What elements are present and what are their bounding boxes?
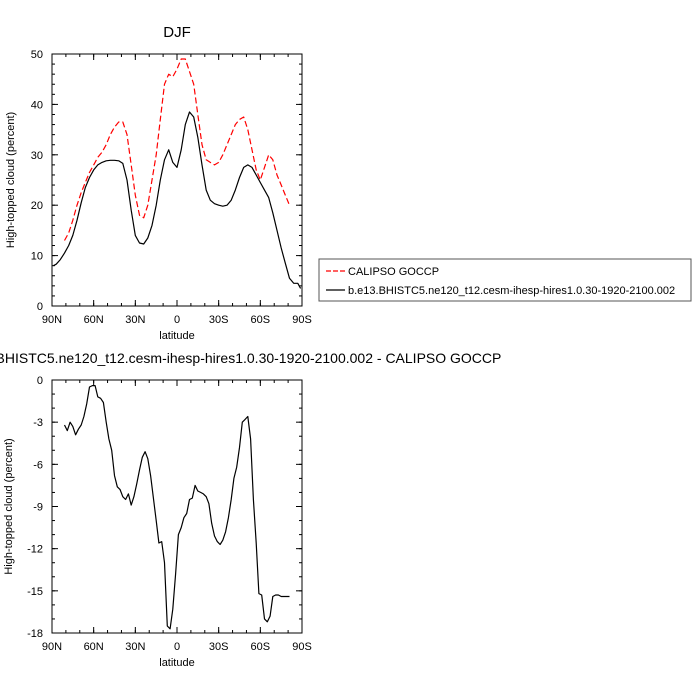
x-tick-label: 0 bbox=[174, 314, 180, 326]
y-tick-label: 20 bbox=[31, 200, 43, 212]
y-tick-label: -9 bbox=[33, 502, 43, 514]
x-tick-label: 90N bbox=[42, 641, 62, 653]
chart-title: DJF bbox=[163, 24, 191, 41]
x-tick-label: 60N bbox=[84, 641, 104, 653]
series-line-2 bbox=[53, 111, 302, 289]
y-tick-label: -3 bbox=[33, 417, 43, 429]
plot-frame bbox=[51, 379, 303, 634]
y-tick-label: 40 bbox=[31, 99, 43, 111]
x-tick-label: 0 bbox=[174, 641, 180, 653]
y-tick-label: 10 bbox=[31, 251, 43, 263]
series-line-1 bbox=[63, 385, 290, 630]
plot-frame bbox=[51, 53, 303, 307]
y-axis-label: High-topped cloud (percent) bbox=[3, 438, 15, 574]
y-tick-label: 0 bbox=[37, 375, 43, 387]
x-tick-label: 60S bbox=[251, 314, 271, 326]
y-axis-label: High-topped cloud (percent) bbox=[5, 112, 17, 248]
x-tick-label: 90S bbox=[292, 641, 312, 653]
x-axis-label: latitude bbox=[159, 330, 194, 342]
y-tick-label: -12 bbox=[27, 544, 43, 556]
y-tick-label: -15 bbox=[27, 586, 43, 598]
y-tick-label: 30 bbox=[31, 150, 43, 162]
y-tick-label: -6 bbox=[33, 459, 43, 471]
x-tick-label: 90S bbox=[292, 314, 312, 326]
y-tick-label: -18 bbox=[27, 628, 43, 640]
legend-label-2: b.e13.BHISTC5.ne120_t12.cesm-ihesp-hires… bbox=[348, 285, 675, 297]
x-axis-label: latitude bbox=[159, 657, 194, 669]
legend-label-1: CALIPSO GOCCP bbox=[348, 266, 439, 278]
series-line-1 bbox=[63, 58, 291, 241]
x-tick-label: 30N bbox=[125, 641, 145, 653]
x-tick-label: 30N bbox=[125, 314, 145, 326]
chart-title: b.e13.BHISTC5.ne120_t12.cesm-ihesp-hires… bbox=[0, 350, 501, 366]
y-tick-label: 50 bbox=[31, 49, 43, 61]
x-tick-label: 60N bbox=[84, 314, 104, 326]
y-tick-label: 0 bbox=[37, 301, 43, 313]
x-tick-label: 60S bbox=[251, 641, 271, 653]
legend-box bbox=[318, 258, 692, 302]
x-tick-label: 30S bbox=[209, 641, 229, 653]
x-tick-label: 90N bbox=[42, 314, 62, 326]
x-tick-label: 30S bbox=[209, 314, 229, 326]
